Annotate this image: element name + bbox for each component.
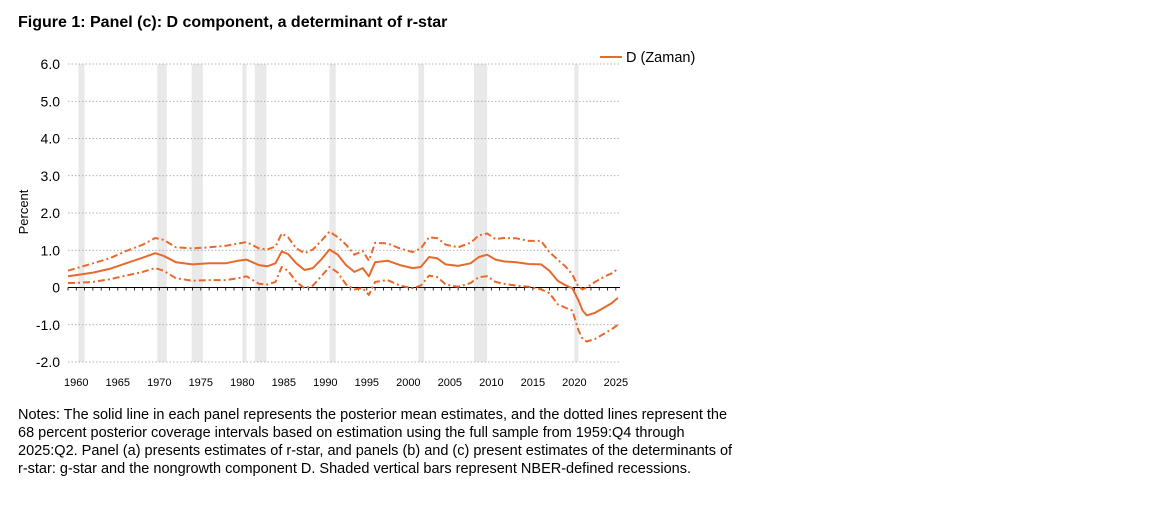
page-title: Figure 1: Panel (c): D component, a dete… bbox=[18, 14, 448, 31]
y-tick-labels: 6.0 5.0 4.0 3.0 2.0 1.0 0 -1.0 -2.0 bbox=[36, 56, 60, 370]
y-tick-label: 0 bbox=[52, 280, 60, 296]
x-tick-label: 1975 bbox=[189, 377, 213, 389]
x-tick-label: 1965 bbox=[106, 377, 130, 389]
chart-notes: Notes: The solid line in each panel repr… bbox=[18, 407, 733, 477]
y-tick-label: 5.0 bbox=[41, 93, 61, 109]
y-axis-label: Percent bbox=[16, 189, 31, 234]
y-tick-label: -2.0 bbox=[36, 354, 60, 370]
y-tick-label: 4.0 bbox=[41, 131, 61, 147]
x-tick-label: 1980 bbox=[230, 377, 254, 389]
x-tick-label: 2025 bbox=[604, 377, 628, 389]
y-tick-label: -1.0 bbox=[36, 317, 60, 333]
legend-label: D (Zaman) bbox=[626, 50, 695, 66]
recession-bar-6 bbox=[418, 64, 425, 362]
recession-bar-5 bbox=[329, 64, 336, 362]
y-tick-label: 6.0 bbox=[41, 56, 61, 72]
x-tick-label: 1960 bbox=[64, 377, 88, 389]
recession-bar-2 bbox=[191, 64, 203, 362]
series-line-lower bbox=[67, 266, 619, 343]
series-lines bbox=[67, 230, 619, 343]
series-line-upper bbox=[67, 230, 619, 291]
x-tick-label: 2015 bbox=[521, 377, 545, 389]
y-tick-label: 3.0 bbox=[41, 168, 61, 184]
x-tick-label: 1990 bbox=[313, 377, 337, 389]
x-tick-label: 1995 bbox=[355, 377, 379, 389]
x-tick-label: 1985 bbox=[272, 377, 296, 389]
x-tick-label: 1970 bbox=[147, 377, 171, 389]
recession-bar-0 bbox=[78, 64, 85, 362]
y-tick-label: 2.0 bbox=[41, 205, 61, 221]
chart-svg: 6.0 5.0 4.0 3.0 2.0 1.0 0 -1.0 -2.0 1960 1965 1970… bbox=[16, 50, 695, 389]
recession-bar-1 bbox=[157, 64, 167, 362]
gridlines bbox=[68, 63, 620, 363]
x-tick-labels: 1960 1965 1970 1975 1980 1985 1990 1995 2000 2005… bbox=[64, 377, 628, 389]
y-tick-label: 1.0 bbox=[41, 242, 61, 258]
series-line-mean bbox=[67, 248, 619, 317]
x-tick-label: 2010 bbox=[479, 377, 503, 389]
x-tick-label: 2020 bbox=[562, 377, 586, 389]
x-tick-label: 2000 bbox=[396, 377, 420, 389]
legend: D (Zaman) bbox=[600, 50, 695, 66]
x-tick-label: 2005 bbox=[438, 377, 462, 389]
x-axis bbox=[67, 287, 620, 291]
